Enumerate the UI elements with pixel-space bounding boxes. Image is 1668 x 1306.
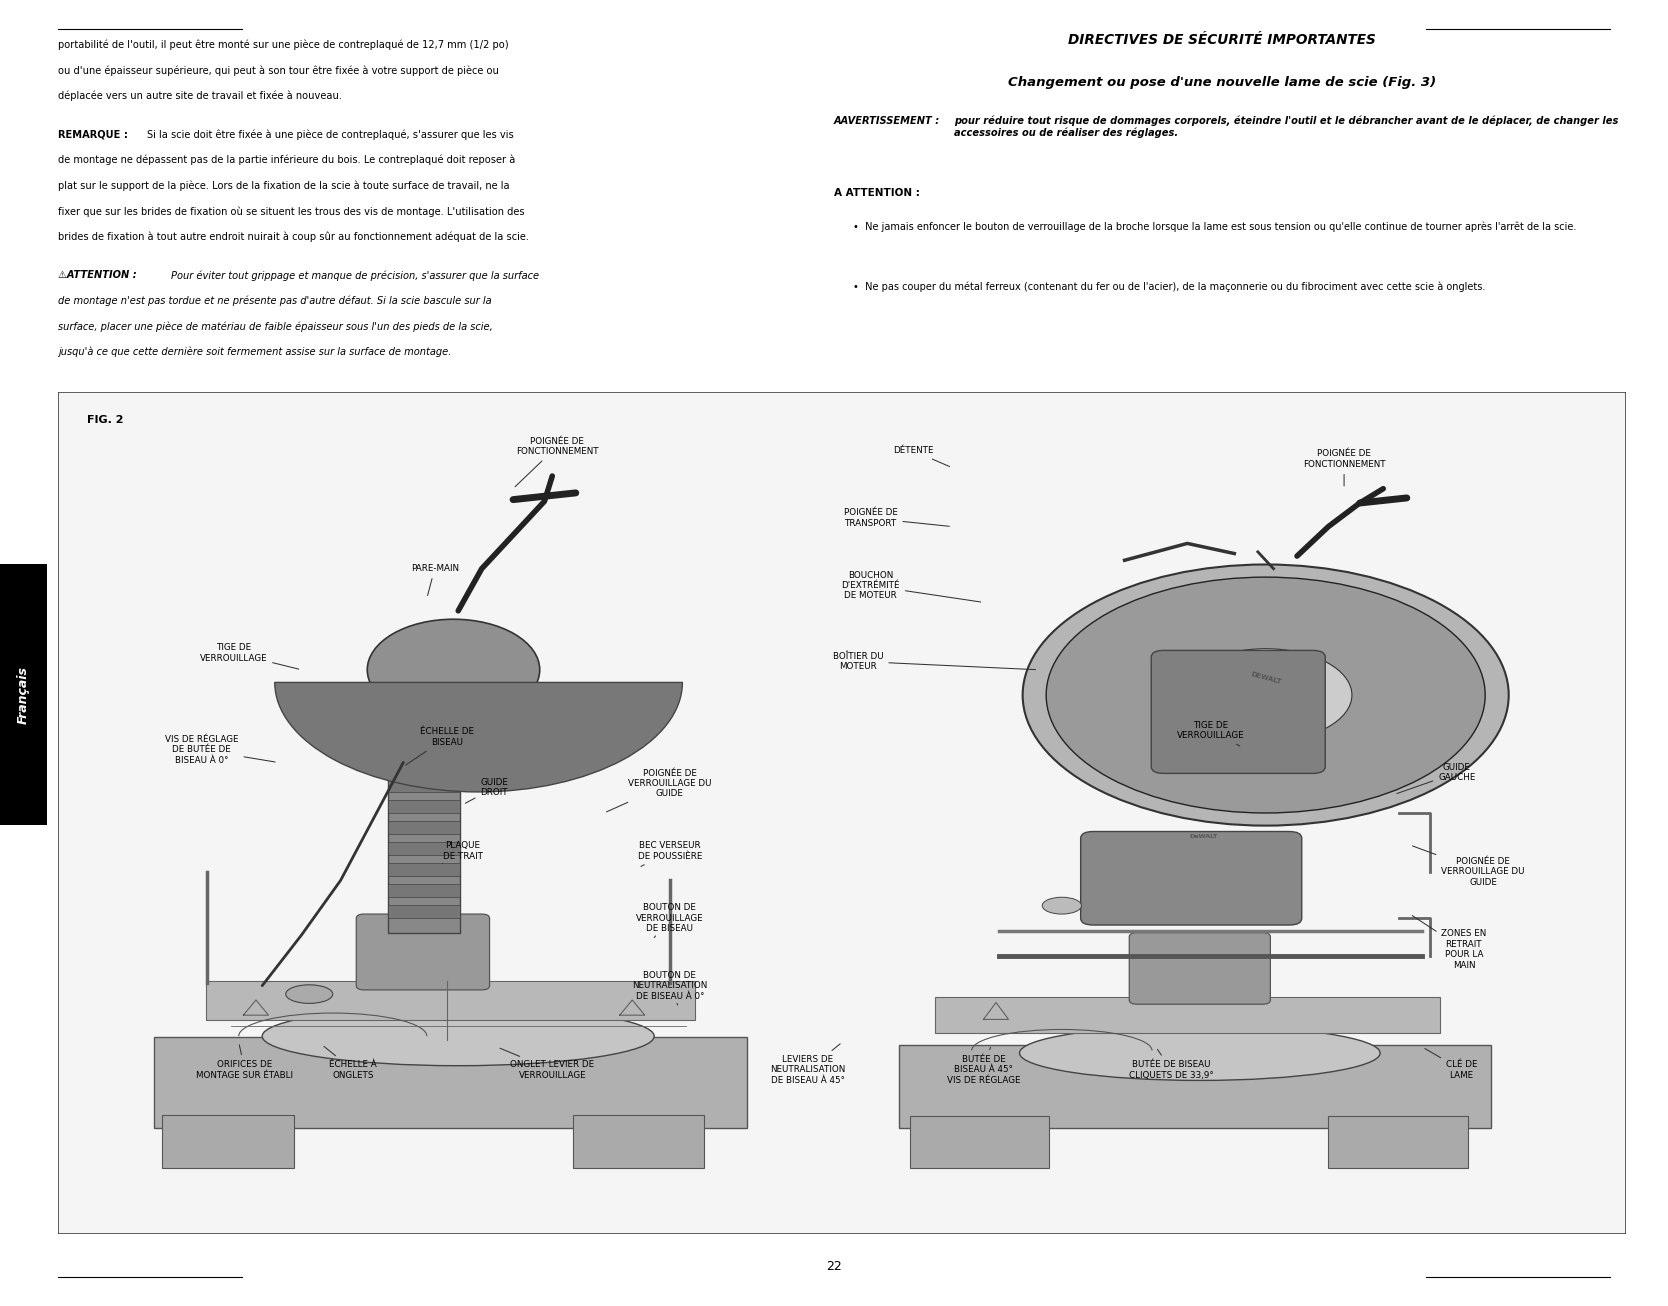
Text: BUTÉE DE
BISEAU À 45°
VIS DE RÉGLAGE: BUTÉE DE BISEAU À 45° VIS DE RÉGLAGE <box>947 1047 1021 1085</box>
Text: ONGLET LEVIER DE
VERROUILLAGE: ONGLET LEVIER DE VERROUILLAGE <box>500 1049 594 1080</box>
Circle shape <box>1022 564 1508 825</box>
Text: DÉTENTE: DÉTENTE <box>892 447 949 466</box>
Text: brides de fixation à tout autre endroit nuirait à coup sûr au fonctionnement adé: brides de fixation à tout autre endroit … <box>58 231 529 242</box>
Text: FIG. 2: FIG. 2 <box>87 415 123 426</box>
Text: ⚠ATTENTION :: ⚠ATTENTION : <box>58 270 137 279</box>
Ellipse shape <box>262 1007 654 1066</box>
FancyBboxPatch shape <box>387 884 460 897</box>
Text: PLAQUE
DE TRAIT: PLAQUE DE TRAIT <box>442 841 484 863</box>
Ellipse shape <box>285 985 332 1003</box>
Text: ZONES EN
RETRAIT
POUR LA
MAIN: ZONES EN RETRAIT POUR LA MAIN <box>1413 916 1486 969</box>
Text: Pour éviter tout grippage et manque de précision, s'assurer que la surface: Pour éviter tout grippage et manque de p… <box>170 270 539 281</box>
Text: ÉCHELLE DE
BISEAU: ÉCHELLE DE BISEAU <box>405 727 474 765</box>
Text: Français: Français <box>17 666 30 724</box>
Text: fixer que sur les brides de fixation où se situent les trous des vis de montage.: fixer que sur les brides de fixation où … <box>58 206 525 217</box>
Text: jusqu'à ce que cette dernière soit fermement assise sur la surface de montage.: jusqu'à ce que cette dernière soit ferme… <box>58 347 452 358</box>
Text: plat sur le support de la pièce. Lors de la fixation de la scie à toute surface : plat sur le support de la pièce. Lors de… <box>58 180 510 191</box>
Text: POIGNÉE DE
TRANSPORT: POIGNÉE DE TRANSPORT <box>844 508 949 528</box>
Ellipse shape <box>1019 1025 1379 1080</box>
FancyBboxPatch shape <box>1129 932 1271 1004</box>
Text: GUIDE
GAUCHE: GUIDE GAUCHE <box>1396 763 1476 794</box>
Circle shape <box>1046 577 1485 812</box>
FancyBboxPatch shape <box>162 1114 294 1169</box>
Text: AAVERTISSEMENT :: AAVERTISSEMENT : <box>834 116 944 125</box>
Text: ÉCHELLE À
ONGLETS: ÉCHELLE À ONGLETS <box>324 1046 377 1080</box>
FancyBboxPatch shape <box>205 981 696 1020</box>
Text: de montage ne dépassent pas de la partie inférieure du bois. Le contreplaqué doi: de montage ne dépassent pas de la partie… <box>58 155 515 166</box>
Text: TIGE DE
VERROUILLAGE: TIGE DE VERROUILLAGE <box>200 644 299 669</box>
FancyBboxPatch shape <box>387 737 460 750</box>
FancyBboxPatch shape <box>1081 832 1301 925</box>
Text: •  Ne jamais enfoncer le bouton de verrouillage de la broche lorsque la lame est: • Ne jamais enfoncer le bouton de verrou… <box>854 221 1576 231</box>
Ellipse shape <box>1042 897 1081 914</box>
Text: 22: 22 <box>826 1260 842 1273</box>
Ellipse shape <box>367 619 540 721</box>
FancyBboxPatch shape <box>1151 650 1326 773</box>
Text: DIRECTIVES DE SÉCURITÉ IMPORTANTES: DIRECTIVES DE SÉCURITÉ IMPORTANTES <box>1068 33 1376 47</box>
Text: BEC VERSEUR
DE POUSSIÈRE: BEC VERSEUR DE POUSSIÈRE <box>637 841 702 866</box>
Text: REMARQUE :: REMARQUE : <box>58 129 128 140</box>
Text: ORIFICES DE
MONTAGE SUR ÉTABLI: ORIFICES DE MONTAGE SUR ÉTABLI <box>197 1045 294 1080</box>
FancyBboxPatch shape <box>387 799 460 812</box>
Wedge shape <box>275 683 682 791</box>
Text: BOUCHON
D'EXTRÉMITÉ
DE MOTEUR: BOUCHON D'EXTRÉMITÉ DE MOTEUR <box>841 571 981 602</box>
Text: Changement ou pose d'une nouvelle lame de scie (Fig. 3): Changement ou pose d'une nouvelle lame d… <box>1007 76 1436 89</box>
Text: Si la scie doit être fixée à une pièce de contreplaqué, s'assurer que les vis: Si la scie doit être fixée à une pièce d… <box>147 129 514 140</box>
FancyBboxPatch shape <box>387 841 460 855</box>
Text: BOÎTIER DU
MOTEUR: BOÎTIER DU MOTEUR <box>832 652 1036 671</box>
FancyBboxPatch shape <box>357 914 490 990</box>
FancyBboxPatch shape <box>58 392 1626 1234</box>
Text: POIGNÉE DE
VERROUILLAGE DU
GUIDE: POIGNÉE DE VERROUILLAGE DU GUIDE <box>607 769 712 812</box>
Text: de montage n'est pas tordue et ne présente pas d'autre défaut. Si la scie bascul: de montage n'est pas tordue et ne présen… <box>58 295 492 306</box>
Text: POIGNÉE DE
FONCTIONNEMENT: POIGNÉE DE FONCTIONNEMENT <box>1303 449 1386 486</box>
Text: POIGNÉE DE
FONCTIONNEMENT: POIGNÉE DE FONCTIONNEMENT <box>515 436 599 487</box>
FancyBboxPatch shape <box>0 564 47 825</box>
FancyBboxPatch shape <box>1328 1117 1468 1169</box>
Text: déplacée vers un autre site de travail et fixée à nouveau.: déplacée vers un autre site de travail e… <box>58 91 342 102</box>
FancyBboxPatch shape <box>899 1046 1491 1128</box>
FancyBboxPatch shape <box>387 905 460 918</box>
Text: LEVIERS DE
NEUTRALISATION
DE BISEAU À 45°: LEVIERS DE NEUTRALISATION DE BISEAU À 45… <box>771 1043 846 1085</box>
Text: BUTÉE DE BISEAU
CLIQUETS DE 33,9°: BUTÉE DE BISEAU CLIQUETS DE 33,9° <box>1129 1050 1214 1080</box>
Text: DeWALT: DeWALT <box>1189 835 1218 838</box>
Text: pour réduire tout risque de dommages corporels, éteindre l'outil et le débranche: pour réduire tout risque de dommages cor… <box>954 116 1618 138</box>
FancyBboxPatch shape <box>387 820 460 835</box>
Text: BOUTON DE
NEUTRALISATION
DE BISEAU À 0°: BOUTON DE NEUTRALISATION DE BISEAU À 0° <box>632 970 707 1006</box>
Circle shape <box>1179 649 1351 742</box>
FancyBboxPatch shape <box>387 757 460 771</box>
FancyBboxPatch shape <box>387 675 460 934</box>
Text: PARE-MAIN: PARE-MAIN <box>410 564 459 596</box>
FancyBboxPatch shape <box>387 778 460 791</box>
FancyBboxPatch shape <box>153 1037 747 1128</box>
Text: portabilité de l'outil, il peut être monté sur une pièce de contreplaqué de 12,7: portabilité de l'outil, il peut être mon… <box>58 39 509 50</box>
Text: A ATTENTION :: A ATTENTION : <box>834 188 919 199</box>
Text: DEWALT: DEWALT <box>1249 671 1281 686</box>
Text: CLÉ DE
LAME: CLÉ DE LAME <box>1424 1049 1478 1080</box>
FancyBboxPatch shape <box>387 863 460 876</box>
Text: •  Ne pas couper du métal ferreux (contenant du fer ou de l'acier), de la maçonn: • Ne pas couper du métal ferreux (conten… <box>854 282 1486 293</box>
Text: VIS DE RÉGLAGE
DE BUTÉE DE
BISEAU À 0°: VIS DE RÉGLAGE DE BUTÉE DE BISEAU À 0° <box>165 735 275 765</box>
Text: GUIDE
DROIT: GUIDE DROIT <box>465 778 509 803</box>
Text: POIGNÉE DE
VERROUILLAGE DU
GUIDE: POIGNÉE DE VERROUILLAGE DU GUIDE <box>1413 846 1525 887</box>
FancyBboxPatch shape <box>909 1117 1049 1169</box>
Text: surface, placer une pièce de matériau de faible épaisseur sous l'un des pieds de: surface, placer une pièce de matériau de… <box>58 321 494 332</box>
Text: TIGE DE
VERROUILLAGE: TIGE DE VERROUILLAGE <box>1178 721 1244 746</box>
FancyBboxPatch shape <box>934 998 1439 1033</box>
Text: BOUTON DE
VERROUILLAGE
DE BISEAU: BOUTON DE VERROUILLAGE DE BISEAU <box>636 904 704 938</box>
FancyBboxPatch shape <box>387 716 460 729</box>
FancyBboxPatch shape <box>572 1114 704 1169</box>
Text: ou d'une épaisseur supérieure, qui peut à son tour être fixée à votre support de: ou d'une épaisseur supérieure, qui peut … <box>58 65 499 76</box>
